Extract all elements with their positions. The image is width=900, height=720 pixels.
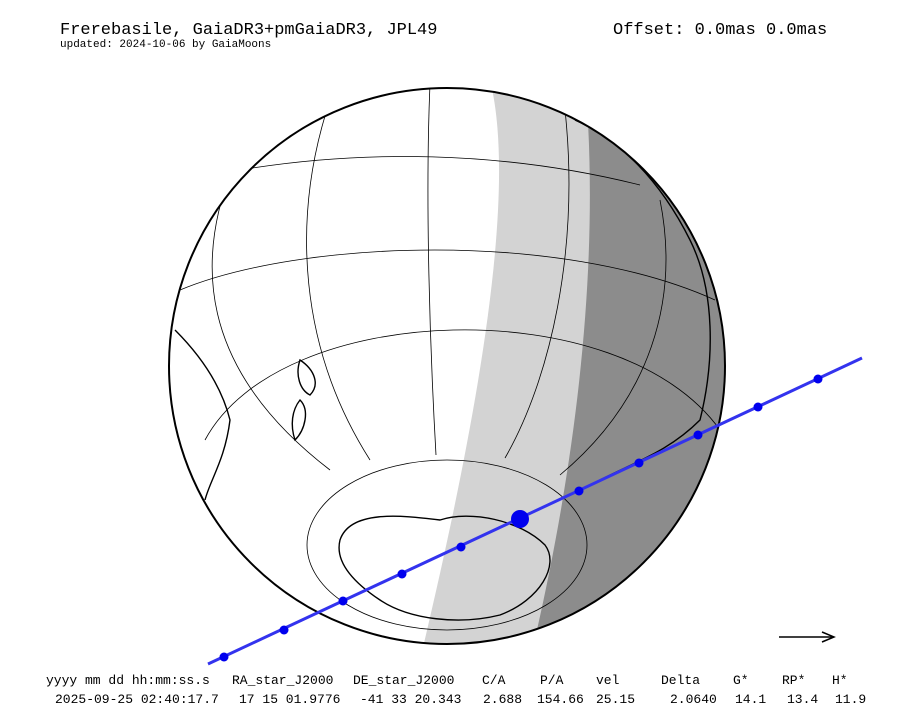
subtitle: updated: 2024-10-06 by GaiaMoons	[60, 39, 271, 51]
globe	[169, 88, 725, 644]
column-header: G*	[733, 673, 749, 688]
title: Frerebasile, GaiaDR3+pmGaiaDR3, JPL49	[60, 21, 437, 40]
cell: 2025-09-25 02:40:17.7	[55, 692, 219, 707]
column-header: RA_star_J2000	[232, 673, 333, 688]
column-header: P/A	[540, 673, 564, 688]
cell: 25.15	[596, 692, 635, 707]
cell: 17 15 01.9776	[239, 692, 340, 707]
column-header: RP*	[782, 673, 805, 688]
cell: 14.1	[735, 692, 766, 707]
column-header: C/A	[482, 673, 506, 688]
column-header: Delta	[661, 673, 700, 688]
cell: 2.688	[483, 692, 522, 707]
cell: 154.66	[537, 692, 584, 707]
column-header: H*	[832, 673, 848, 688]
column-header: vel	[596, 673, 620, 688]
table: yyyy mm dd hh:mm:ss.s RA_star_J2000 DE_s…	[46, 673, 866, 707]
shadow-path	[207, 356, 863, 666]
cell: -41 33 20.343	[360, 692, 461, 707]
cell: 13.4	[787, 692, 818, 707]
column-header: yyyy mm dd hh:mm:ss.s	[46, 673, 210, 688]
direction-arrow	[779, 631, 836, 643]
column-header: DE_star_J2000	[353, 673, 454, 688]
offset: Offset: 0.0mas 0.0mas	[613, 21, 827, 40]
cell: 2.0640	[670, 692, 717, 707]
cell: 11.9	[835, 692, 866, 707]
